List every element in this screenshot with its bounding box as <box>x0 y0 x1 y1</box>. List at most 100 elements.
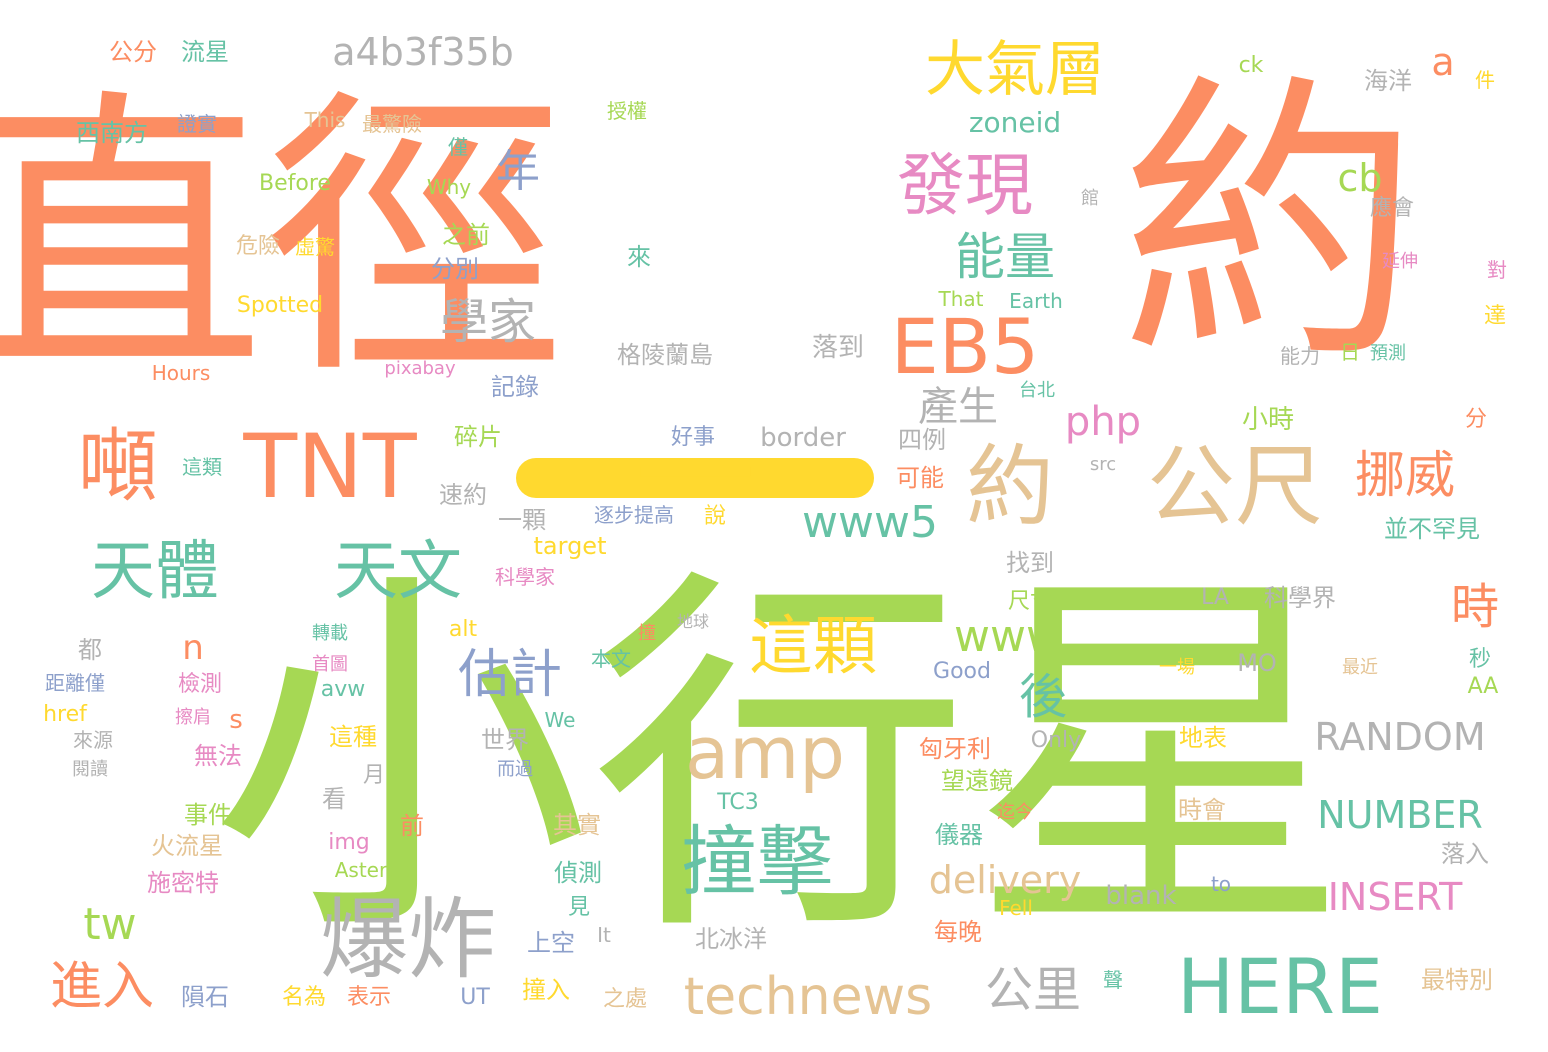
cloud-word: 分別 <box>431 255 479 283</box>
cloud-word: 這顆 <box>749 610 877 684</box>
cloud-word: amp <box>685 711 845 795</box>
cloud-word: 能量 <box>955 228 1055 286</box>
cloud-word: 都 <box>78 636 102 664</box>
cloud-word: TC3 <box>717 790 759 815</box>
cloud-word: 僅 <box>448 135 468 159</box>
cloud-word: 匈牙利 <box>919 735 991 763</box>
cloud-word: 說 <box>703 504 727 529</box>
cloud-word: border <box>760 423 846 453</box>
cloud-word: 無法 <box>194 742 242 770</box>
cloud-word: 一 <box>635 408 755 547</box>
cloud-word: 聲 <box>1103 968 1123 992</box>
cloud-word: 看 <box>322 785 346 813</box>
cloud-word: 約 <box>965 435 1055 538</box>
cloud-word: 能力 <box>1280 344 1320 368</box>
cloud-word: LA <box>1201 585 1229 610</box>
cloud-word: 月 <box>362 763 386 788</box>
cloud-word: 虛驚 <box>295 235 335 259</box>
cloud-word: 館 <box>1081 188 1099 209</box>
cloud-word: 估計 <box>457 645 563 705</box>
cloud-word: src <box>1089 454 1117 475</box>
cloud-word: 學家 <box>439 294 537 350</box>
cloud-word: 一顆 <box>498 506 546 534</box>
cloud-word: 大氣層 <box>925 35 1105 105</box>
cloud-word: Hours <box>151 361 211 385</box>
cloud-word: 見 <box>567 895 591 920</box>
cloud-word: 尺寸 <box>1007 589 1053 614</box>
cloud-word: target <box>533 532 607 560</box>
cloud-word: 檢測 <box>177 672 223 697</box>
cloud-word: 其實 <box>553 811 601 839</box>
cloud-word: cb <box>1337 156 1383 200</box>
cloud-word: 台北 <box>1019 380 1055 401</box>
cloud-word: alt <box>448 617 478 642</box>
cloud-word: 這類 <box>182 455 222 479</box>
cloud-word: 世界 <box>481 726 529 754</box>
cloud-word: 爆炸 <box>319 888 497 991</box>
cloud-word: 件 <box>1475 68 1495 92</box>
cloud-word: MO <box>1237 649 1277 677</box>
cloud-word: 來 <box>627 243 651 271</box>
cloud-word: 延伸 <box>1382 251 1418 272</box>
cloud-word: href <box>43 702 87 727</box>
cloud-word: Good <box>933 659 991 684</box>
cloud-word: RANDOM <box>1314 715 1486 759</box>
cloud-word: NUMBER <box>1317 793 1483 837</box>
cloud-word: UT <box>460 985 490 1010</box>
cloud-word: 流星 <box>181 38 229 66</box>
cloud-word: 速約 <box>439 481 487 509</box>
cloud-word: 之前 <box>442 221 490 249</box>
cloud-word: 科學界 <box>1264 584 1336 612</box>
cloud-word: 公里 <box>984 962 1082 1018</box>
cloud-word: 科學家 <box>495 565 555 589</box>
cloud-word: 偵測 <box>554 859 602 887</box>
cloud-word: 表示 <box>346 985 392 1010</box>
cloud-word: Asteroid <box>334 858 418 882</box>
cloud-word: 授權 <box>607 99 647 123</box>
cloud-word: ck <box>1238 53 1264 78</box>
cloud-word: 西南方 <box>76 119 148 147</box>
cloud-word: 證實 <box>177 112 217 136</box>
cloud-word: 找到 <box>1006 549 1054 577</box>
cloud-word: 落到 <box>811 333 865 363</box>
cloud-word: 秒 <box>1468 647 1492 672</box>
cloud-word: 名為 <box>281 985 327 1010</box>
cloud-word: 擦肩 <box>175 707 211 728</box>
cloud-word: 對 <box>1487 258 1507 282</box>
cloud-word: 天文 <box>334 535 462 609</box>
cloud-word: 北冰洋 <box>695 925 767 953</box>
cloud-word: pixabay <box>384 358 456 379</box>
cloud-word: We <box>544 708 576 732</box>
cloud-word: 預測 <box>1370 343 1406 364</box>
cloud-word: Fell <box>999 896 1033 920</box>
cloud-word: 進入 <box>49 957 155 1017</box>
cloud-word: 海洋 <box>1364 67 1412 95</box>
cloud-word: 一場 <box>1159 657 1195 678</box>
cloud-word: This <box>304 108 346 132</box>
cloud-word: 最特別 <box>1421 966 1493 994</box>
cloud-word: technews <box>683 967 933 1027</box>
cloud-word: a4b3f35b <box>332 30 514 74</box>
cloud-word: 之處 <box>602 987 648 1012</box>
cloud-word: 分 <box>1464 407 1488 432</box>
cloud-word: 而過 <box>497 759 533 780</box>
cloud-word: 隕石 <box>181 983 229 1011</box>
cloud-word: 時會 <box>1178 796 1226 824</box>
cloud-word: 最驚險 <box>362 112 422 136</box>
cloud-word: 落入 <box>1441 840 1489 868</box>
cloud-word: 撞 <box>638 623 656 644</box>
cloud-word: 發現 <box>896 147 1034 226</box>
cloud-word: 時 <box>1450 579 1500 635</box>
cloud-word: 記錄 <box>491 373 539 401</box>
cloud-word: 這種 <box>329 723 377 751</box>
cloud-word: INSERT <box>1327 875 1463 919</box>
cloud-word: 地表 <box>1179 724 1227 752</box>
cloud-word: 火流星 <box>151 832 223 860</box>
cloud-word: HERE <box>1177 942 1383 1031</box>
cloud-word: Before <box>259 171 331 196</box>
cloud-word: 距離僅 <box>45 671 105 695</box>
cloud-word: 閱讀 <box>72 759 108 780</box>
cloud-word: delivery <box>928 858 1082 902</box>
cloud-word: Only <box>1030 728 1082 753</box>
